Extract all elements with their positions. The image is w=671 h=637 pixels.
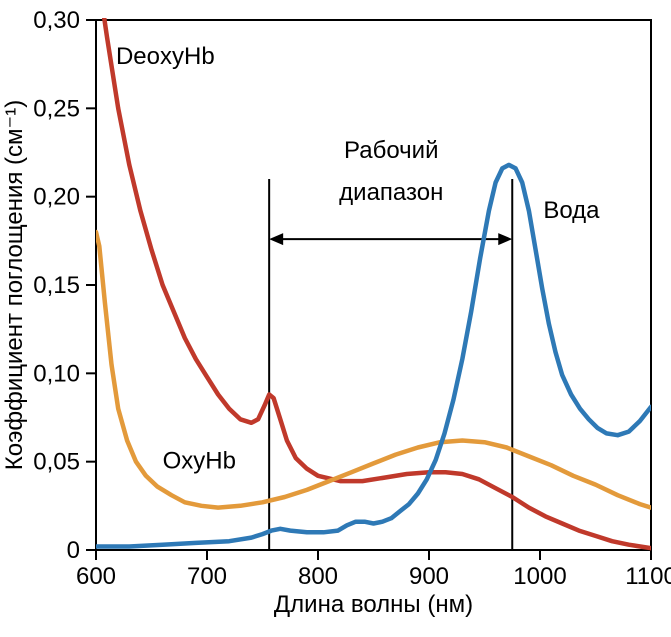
- y-tick-label: 0,30: [33, 7, 80, 34]
- series-label-oxyhb: OxyHb: [163, 448, 236, 475]
- x-axis-label: Длина волны (нм): [274, 591, 473, 618]
- x-tick-label: 700: [187, 563, 227, 590]
- y-tick-label: 0,05: [33, 449, 80, 476]
- series-label-вода: Вода: [543, 197, 600, 224]
- annotation-layer: [269, 179, 512, 550]
- y-tick-label: 0,10: [33, 360, 80, 387]
- range-label-line1: Рабочий: [344, 137, 438, 164]
- x-tick-label: 800: [298, 563, 338, 590]
- y-axis-label: Коэффициент поглощения (см⁻¹): [1, 100, 28, 470]
- chart-container: { "chart": { "type": "line", "width": 67…: [0, 0, 671, 637]
- y-tick-label: 0,15: [33, 272, 80, 299]
- series-label-deoxyhb: DeoxyHb: [116, 43, 215, 70]
- range-arrowhead-right: [498, 233, 512, 245]
- chart-svg: 600 700 800 900 1000 1100 0 0,05 0,10 0,15 0,20 0,2…: [0, 0, 671, 637]
- range-label-line2: диапазон: [339, 179, 443, 206]
- x-tick-label: 1100: [625, 563, 671, 590]
- x-tick-label: 600: [76, 563, 116, 590]
- y-tick-label: 0,25: [33, 95, 80, 122]
- y-tick-label: 0,20: [33, 184, 80, 211]
- x-tick-label: 900: [409, 563, 449, 590]
- x-tick-label: 1000: [513, 563, 566, 590]
- y-tick-label: 0: [67, 537, 80, 564]
- range-arrowhead-left: [269, 233, 283, 245]
- labels-layer: Рабочий диапазон DeoxyHb OxyHb Вода: [116, 43, 600, 475]
